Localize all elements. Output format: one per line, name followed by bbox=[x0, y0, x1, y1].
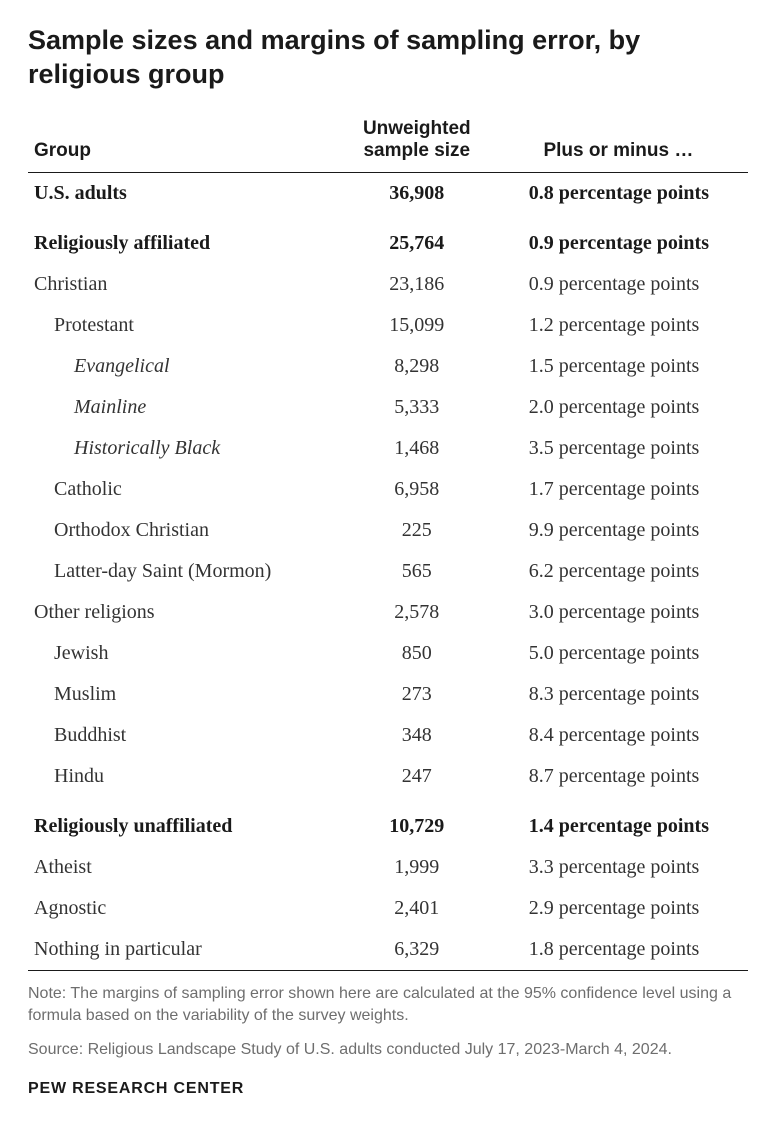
cell-moe: 3.0 percentage points bbox=[489, 592, 748, 633]
table-row: Agnostic2,4012.9 percentage points bbox=[28, 888, 748, 929]
cell-moe: 0.9 percentage points bbox=[489, 264, 748, 305]
footnote-note: Note: The margins of sampling error show… bbox=[28, 983, 748, 1028]
col-header-sample: Unweighted sample size bbox=[345, 110, 489, 173]
table-row: Atheist1,9993.3 percentage points bbox=[28, 847, 748, 888]
header-row: Group Unweighted sample size Plus or min… bbox=[28, 110, 748, 173]
cell-group: Religiously unaffiliated bbox=[28, 797, 345, 847]
cell-moe: 2.9 percentage points bbox=[489, 888, 748, 929]
table-row: Historically Black1,4683.5 percentage po… bbox=[28, 428, 748, 469]
col-header-group: Group bbox=[28, 110, 345, 173]
cell-moe: 8.3 percentage points bbox=[489, 674, 748, 715]
cell-moe: 1.5 percentage points bbox=[489, 346, 748, 387]
cell-group: Jewish bbox=[28, 633, 345, 674]
cell-group: Hindu bbox=[28, 756, 345, 797]
table-row: U.S. adults36,9080.8 percentage points bbox=[28, 172, 748, 214]
cell-group: Other religions bbox=[28, 592, 345, 633]
cell-sample: 850 bbox=[345, 633, 489, 674]
cell-moe: 1.7 percentage points bbox=[489, 469, 748, 510]
cell-sample: 565 bbox=[345, 551, 489, 592]
table-row: Evangelical8,2981.5 percentage points bbox=[28, 346, 748, 387]
table-title: Sample sizes and margins of sampling err… bbox=[28, 24, 748, 92]
attribution: PEW RESEARCH CENTER bbox=[28, 1080, 748, 1098]
cell-group: Muslim bbox=[28, 674, 345, 715]
cell-group: Buddhist bbox=[28, 715, 345, 756]
cell-group: Protestant bbox=[28, 305, 345, 346]
cell-group: Catholic bbox=[28, 469, 345, 510]
table-row: Mainline5,3332.0 percentage points bbox=[28, 387, 748, 428]
cell-group: Nothing in particular bbox=[28, 929, 345, 971]
table-row: Christian23,1860.9 percentage points bbox=[28, 264, 748, 305]
cell-moe: 0.9 percentage points bbox=[489, 214, 748, 264]
cell-sample: 10,729 bbox=[345, 797, 489, 847]
cell-moe: 1.4 percentage points bbox=[489, 797, 748, 847]
cell-group: Latter-day Saint (Mormon) bbox=[28, 551, 345, 592]
cell-group: Religiously affiliated bbox=[28, 214, 345, 264]
cell-sample: 25,764 bbox=[345, 214, 489, 264]
cell-group: Agnostic bbox=[28, 888, 345, 929]
footnote-source: Source: Religious Landscape Study of U.S… bbox=[28, 1039, 748, 1061]
cell-group: Historically Black bbox=[28, 428, 345, 469]
cell-moe: 3.3 percentage points bbox=[489, 847, 748, 888]
cell-group: Orthodox Christian bbox=[28, 510, 345, 551]
cell-sample: 23,186 bbox=[345, 264, 489, 305]
table-row: Nothing in particular6,3291.8 percentage… bbox=[28, 929, 748, 971]
table-row: Other religions2,5783.0 percentage point… bbox=[28, 592, 748, 633]
data-table: Group Unweighted sample size Plus or min… bbox=[28, 110, 748, 971]
cell-sample: 247 bbox=[345, 756, 489, 797]
cell-sample: 6,958 bbox=[345, 469, 489, 510]
cell-sample: 1,468 bbox=[345, 428, 489, 469]
cell-sample: 6,329 bbox=[345, 929, 489, 971]
cell-sample: 8,298 bbox=[345, 346, 489, 387]
cell-moe: 8.7 percentage points bbox=[489, 756, 748, 797]
cell-group: Christian bbox=[28, 264, 345, 305]
table-row: Jewish8505.0 percentage points bbox=[28, 633, 748, 674]
cell-moe: 0.8 percentage points bbox=[489, 172, 748, 214]
cell-moe: 6.2 percentage points bbox=[489, 551, 748, 592]
cell-group: Atheist bbox=[28, 847, 345, 888]
cell-sample: 2,578 bbox=[345, 592, 489, 633]
table-row: Protestant15,0991.2 percentage points bbox=[28, 305, 748, 346]
cell-sample: 5,333 bbox=[345, 387, 489, 428]
cell-moe: 9.9 percentage points bbox=[489, 510, 748, 551]
cell-sample: 2,401 bbox=[345, 888, 489, 929]
cell-moe: 1.2 percentage points bbox=[489, 305, 748, 346]
cell-moe: 3.5 percentage points bbox=[489, 428, 748, 469]
cell-group: U.S. adults bbox=[28, 172, 345, 214]
cell-sample: 225 bbox=[345, 510, 489, 551]
table-row: Catholic6,9581.7 percentage points bbox=[28, 469, 748, 510]
table-row: Religiously unaffiliated10,7291.4 percen… bbox=[28, 797, 748, 847]
cell-moe: 1.8 percentage points bbox=[489, 929, 748, 971]
cell-moe: 5.0 percentage points bbox=[489, 633, 748, 674]
cell-sample: 15,099 bbox=[345, 305, 489, 346]
table-row: Hindu2478.7 percentage points bbox=[28, 756, 748, 797]
table-row: Religiously affiliated25,7640.9 percenta… bbox=[28, 214, 748, 264]
cell-sample: 273 bbox=[345, 674, 489, 715]
cell-moe: 2.0 percentage points bbox=[489, 387, 748, 428]
table-row: Muslim2738.3 percentage points bbox=[28, 674, 748, 715]
cell-group: Evangelical bbox=[28, 346, 345, 387]
col-header-moe: Plus or minus … bbox=[489, 110, 748, 173]
cell-moe: 8.4 percentage points bbox=[489, 715, 748, 756]
table-row: Orthodox Christian2259.9 percentage poin… bbox=[28, 510, 748, 551]
cell-sample: 1,999 bbox=[345, 847, 489, 888]
cell-sample: 36,908 bbox=[345, 172, 489, 214]
table-row: Latter-day Saint (Mormon)5656.2 percenta… bbox=[28, 551, 748, 592]
table-row: Buddhist3488.4 percentage points bbox=[28, 715, 748, 756]
cell-group: Mainline bbox=[28, 387, 345, 428]
cell-sample: 348 bbox=[345, 715, 489, 756]
